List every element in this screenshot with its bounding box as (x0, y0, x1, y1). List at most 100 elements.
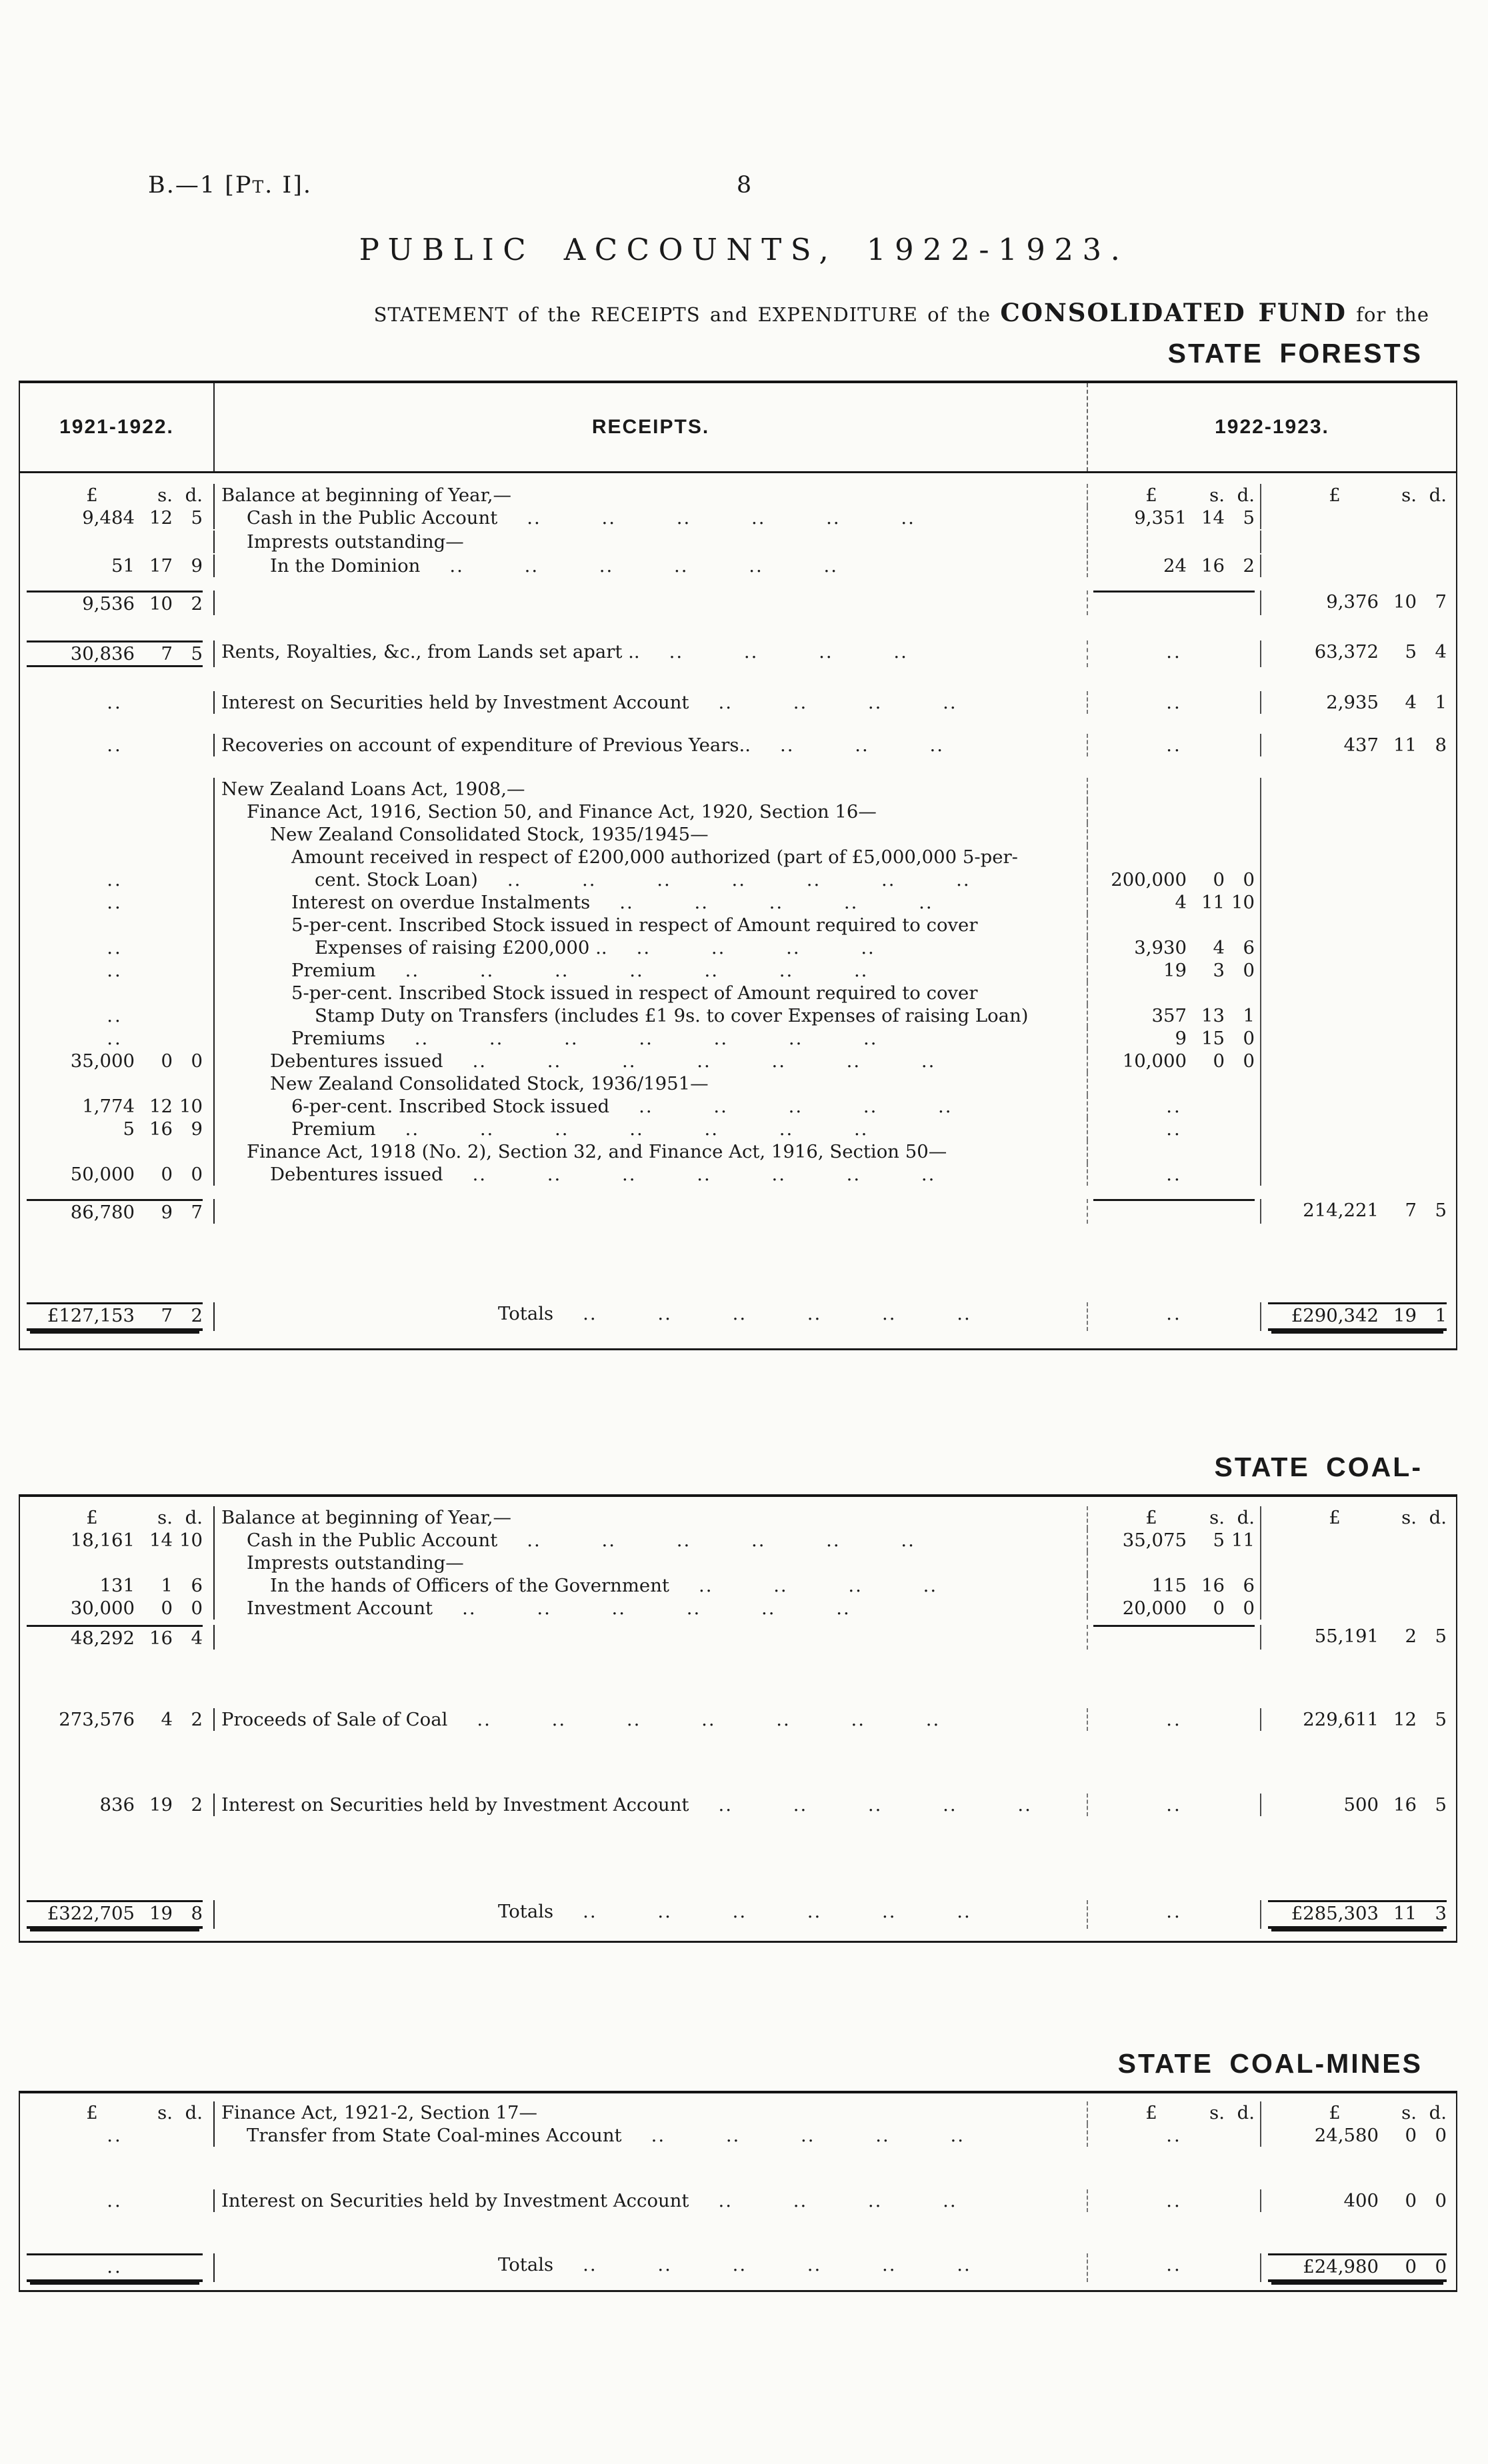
amount-pence: 2 (191, 1709, 203, 1730)
amount-pounds: 200,000 (1111, 869, 1187, 890)
amount: 400 0 0 (1268, 2189, 1447, 2212)
amount-shillings: 19 (1393, 1305, 1417, 1326)
amount-cell: 357 13 1 (1088, 1004, 1261, 1027)
row-label: Rents, Royalties, &c., from Lands set ap… (221, 641, 640, 662)
amount-pence: 8 (191, 1903, 203, 1924)
amount-cell: .. (1088, 1708, 1261, 1731)
nil-placeholder: .. (107, 937, 123, 958)
dot-leader: .. .. .. .. .. .. .. (507, 869, 971, 890)
table-body: £ s. d. Balance at beginning of Year,— £ s. d.… (20, 473, 1456, 1331)
row-label: Cash in the Public Account (247, 1530, 498, 1551)
amount (1268, 1072, 1447, 1075)
amount-cell: 5 16 9 (20, 1118, 215, 1140)
description-cell: Transfer from State Coal-mines Account..… (215, 2124, 1088, 2147)
row-label: Premium (291, 960, 376, 981)
amount (1093, 1625, 1255, 1630)
amount-pence: 0 (1243, 1050, 1255, 1072)
description-cell: New Zealand Consolidated Stock, 1935/194… (215, 823, 1088, 846)
amount: 10,000 0 0 (1093, 1050, 1255, 1072)
row-label: Cash in the Public Account (247, 507, 498, 529)
amount-cell (1088, 800, 1261, 823)
amount (1268, 1027, 1447, 1030)
amount-shillings: 11 (1393, 1903, 1417, 1924)
amount-cell (1088, 1625, 1261, 1650)
amount-pounds: £ (1145, 1507, 1157, 1528)
amount (1268, 1597, 1447, 1600)
table-row: .. Transfer from State Coal-mines Account… (20, 2124, 1456, 2147)
amount-pence: d. (1429, 2102, 1447, 2123)
amount-pounds: 229,611 (1303, 1709, 1379, 1730)
nil-placeholder: .. (1166, 641, 1182, 662)
amount-pounds: 63,372 (1314, 641, 1379, 662)
amount-pounds: 9 (1175, 1028, 1187, 1049)
amount-cell (20, 982, 215, 1004)
description-cell: Rents, Royalties, &c., from Lands set ap… (215, 640, 1088, 667)
amount-shillings: 4 (161, 1709, 173, 1730)
table-row: 30,000 0 0 Investment Account.. .. .. .. ..… (20, 1597, 1456, 1620)
amount-cell (1088, 778, 1261, 800)
row-label: Interest on overdue Instalments (291, 892, 591, 913)
amount: 9,351 14 5 (1093, 507, 1255, 529)
amount: 30,836 7 5 (27, 640, 203, 667)
row-label: 6-per-cent. Inscribed Stock issued (291, 1096, 610, 1117)
amount-cell: 55,191 2 5 (1261, 1625, 1456, 1650)
amount (1093, 1552, 1255, 1554)
amount-pounds: 500 (1343, 1794, 1379, 1816)
amount (1093, 800, 1255, 803)
amount-pounds: 4 (1175, 892, 1187, 913)
amount-shillings: 13 (1201, 1005, 1225, 1026)
amount-pounds: £290,342 (1291, 1305, 1379, 1326)
amount: 18,161 14 10 (27, 1529, 203, 1552)
amount-cell: 10,000 0 0 (1088, 1050, 1261, 1072)
table-row: New Zealand Consolidated Stock, 1936/195… (20, 1072, 1456, 1095)
amount-cell (1261, 1163, 1456, 1186)
amount: 3,930 4 6 (1093, 936, 1255, 959)
amount-cell: 30,836 7 5 (20, 640, 215, 667)
amount-cell (1088, 914, 1261, 936)
description-cell: Totals .. .. .. .. .. .. (215, 1900, 1088, 1929)
amount-cell (1261, 1050, 1456, 1072)
amount-shillings: 15 (1201, 1028, 1225, 1049)
nil-placeholder: .. (107, 692, 123, 713)
amount-cell (1261, 555, 1456, 577)
amount-cell: .. (20, 691, 215, 714)
amount-pence: 6 (1243, 1575, 1255, 1596)
amount-cell: 51 17 9 (20, 555, 215, 577)
amount-pence: 2 (1243, 555, 1255, 577)
amount-cell (1088, 1072, 1261, 1095)
description-cell (215, 591, 1088, 615)
amount-pence: 0 (191, 1598, 203, 1619)
amount (1268, 891, 1447, 894)
description-cell: Finance Act, 1916, Section 50, and Finan… (215, 800, 1088, 823)
amount-shillings: 11 (1201, 892, 1225, 913)
section-heading-state-coal: STATE COAL- (1214, 1452, 1423, 1482)
amount-pence: d. (1429, 485, 1447, 506)
amount-cell (1088, 1199, 1261, 1224)
amount-cell: 437 11 8 (1261, 734, 1456, 756)
amount (1093, 914, 1255, 916)
table-row: £ s. d. Balance at beginning of Year,— £ s. d.… (20, 1506, 1456, 1529)
currency-column-header: £ s. d. (27, 1506, 203, 1529)
amount-cell (20, 531, 215, 553)
description-cell: Balance at beginning of Year,— (215, 1506, 1088, 1529)
amount-shillings: 0 (161, 1598, 173, 1619)
amount-pence: 4 (191, 1628, 203, 1649)
amount: 24 16 2 (1093, 555, 1255, 577)
column-header-1921-1922: 1921-1922. (20, 383, 215, 471)
amount: 500 16 5 (1268, 1794, 1447, 1816)
amount-cell: 18,161 14 10 (20, 1529, 215, 1552)
amount-cell: 35,075 5 11 (1088, 1529, 1261, 1552)
dot-leader: .. .. .. .. (718, 692, 957, 713)
description-cell: Imprests outstanding— (215, 1552, 1088, 1574)
description-cell: 5-per-cent. Inscribed Stock issued in re… (215, 982, 1088, 1004)
row-label: Expenses of raising £200,000 .. (315, 937, 607, 958)
amount-pence: d. (185, 485, 203, 506)
amount-cell: 131 1 6 (20, 1574, 215, 1597)
table-row: 51 17 9 In the Dominion .. .. .. .. .. .. 24 1… (20, 555, 1456, 577)
amount-pence: 9 (191, 1118, 203, 1140)
amount: 131 1 6 (27, 1574, 203, 1597)
amount-cell: £ s. d. (1088, 484, 1261, 507)
amount-shillings: 5 (1405, 641, 1417, 662)
amount-cell: .. (1088, 734, 1261, 756)
currency-column-header: £ s. d. (1268, 1506, 1447, 1529)
